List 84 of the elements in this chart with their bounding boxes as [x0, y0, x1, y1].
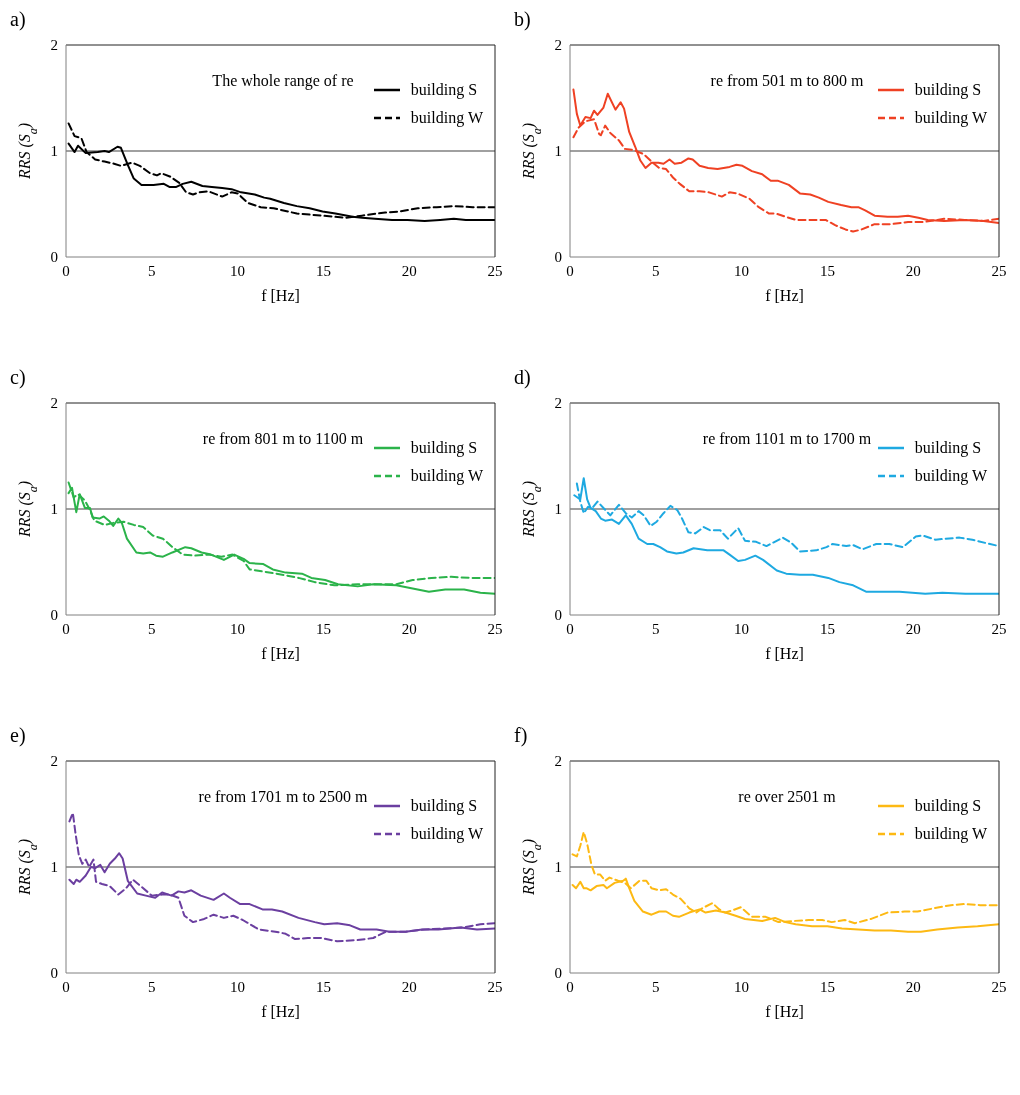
x-tick-label: 10	[230, 620, 246, 637]
x-axis-title: f [Hz]	[765, 1003, 804, 1020]
x-tick-label: 25	[991, 620, 1007, 637]
legend-label: building S	[410, 439, 478, 457]
text: re from 801 m to 1100 m	[202, 430, 364, 447]
x-tick-label: 25	[991, 262, 1007, 279]
text: re from 501 m to 800 m	[710, 72, 864, 89]
legend-label: building S	[914, 81, 982, 99]
y-tick-label: 2	[50, 37, 58, 54]
x-tick-label: 15	[315, 620, 331, 637]
y-tick-label: 1	[554, 143, 562, 160]
y-tick-label: 2	[50, 753, 58, 770]
legend-label: building W	[410, 109, 483, 127]
text: The whole range of re	[212, 72, 354, 89]
x-tick-label: 25	[487, 978, 503, 995]
x-tick-label: 5	[652, 262, 660, 279]
y-tick-label: 0	[554, 249, 562, 266]
y-tick-label: 0	[554, 607, 562, 624]
x-tick-label: 15	[819, 262, 835, 279]
y-tick-label: 1	[554, 859, 562, 876]
x-tick-label: 10	[230, 262, 246, 279]
legend-label: building W	[410, 825, 483, 843]
x-tick-label: 20	[905, 620, 921, 637]
x-tick-label: 25	[487, 620, 503, 637]
x-tick-label: 0	[62, 620, 70, 637]
x-tick-label: 25	[487, 262, 503, 279]
y-tick-label: 2	[554, 753, 562, 770]
x-tick-label: 0	[566, 262, 574, 279]
text: re over 2501 m	[738, 788, 836, 805]
x-tick-label: 0	[566, 978, 574, 995]
y-tick-label: 2	[50, 395, 58, 412]
y-tick-label: 2	[554, 395, 562, 412]
x-tick-label: 0	[566, 620, 574, 637]
x-tick-label: 15	[315, 978, 331, 995]
y-tick-label: 1	[50, 143, 58, 160]
x-tick-label: 10	[734, 620, 750, 637]
chart-title: f)	[513, 724, 529, 749]
y-tick-label: 2	[554, 37, 562, 54]
legend-label: building W	[914, 467, 987, 485]
y-tick-label: 0	[50, 249, 58, 266]
x-tick-label: 20	[401, 620, 417, 637]
y-tick-label: 0	[50, 607, 58, 624]
legend-label: building S	[914, 797, 982, 815]
x-axis-title: f [Hz]	[261, 645, 300, 662]
x-axis-title: f [Hz]	[765, 645, 804, 662]
x-tick-label: 10	[734, 262, 750, 279]
x-tick-label: 10	[230, 978, 246, 995]
legend-label: building W	[914, 825, 987, 843]
legend-label: building W	[410, 467, 483, 485]
y-tick-label: 1	[50, 501, 58, 518]
chart-title: d)	[513, 366, 532, 390]
x-axis-title: f [Hz]	[261, 287, 300, 304]
x-tick-label: 20	[905, 978, 921, 995]
x-tick-label: 5	[652, 978, 660, 995]
x-tick-label: 0	[62, 978, 70, 995]
x-tick-label: 15	[315, 262, 331, 279]
x-tick-label: 5	[148, 978, 156, 995]
y-tick-label: 1	[50, 859, 58, 876]
y-tick-label: 0	[554, 965, 562, 982]
x-tick-label: 25	[991, 978, 1007, 995]
x-axis-title: f [Hz]	[765, 287, 804, 304]
y-tick-label: 1	[554, 501, 562, 518]
text: re from 1101 m to 1700 m	[702, 430, 872, 447]
x-tick-label: 10	[734, 978, 750, 995]
x-tick-label: 5	[148, 262, 156, 279]
legend-label: building S	[410, 81, 478, 99]
text: re from 1701 m to 2500 m	[198, 788, 368, 805]
chart-title: b)	[513, 8, 532, 32]
x-tick-label: 15	[819, 620, 835, 637]
x-tick-label: 20	[905, 262, 921, 279]
chart-title: c)	[9, 366, 27, 390]
x-tick-label: 0	[62, 262, 70, 279]
legend-label: building W	[914, 109, 987, 127]
chart-title: a)	[9, 8, 27, 32]
x-tick-label: 20	[401, 978, 417, 995]
x-tick-label: 5	[148, 620, 156, 637]
x-axis-title: f [Hz]	[261, 1003, 300, 1020]
legend-label: building S	[914, 439, 982, 457]
y-tick-label: 0	[50, 965, 58, 982]
x-tick-label: 15	[819, 978, 835, 995]
chart-title: e)	[9, 724, 27, 748]
x-tick-label: 5	[652, 620, 660, 637]
x-tick-label: 20	[401, 262, 417, 279]
legend-label: building S	[410, 797, 478, 815]
